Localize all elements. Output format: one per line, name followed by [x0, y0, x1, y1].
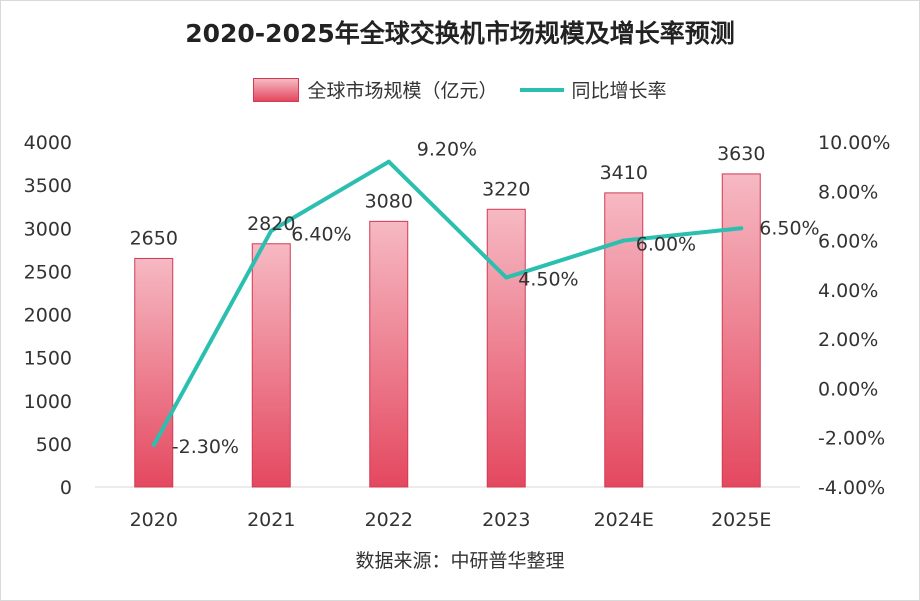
y-left-tick-label: 2000: [24, 305, 72, 327]
y-right-tick-label: -4.00%: [818, 477, 885, 499]
bar-value-label: 3220: [482, 178, 530, 200]
x-tick-label: 2024E: [594, 509, 654, 531]
y-right-tick-label: 0.00%: [818, 378, 878, 400]
bar-2025E: [721, 173, 761, 488]
bar-value-label: 3080: [365, 190, 413, 212]
data-source-note: 数据来源：中研普华整理: [355, 550, 565, 572]
growth-rate-label: 4.50%: [518, 269, 578, 291]
growth-rate-label: -2.30%: [172, 436, 239, 458]
growth-rate-point: [621, 238, 626, 243]
bar-value-label: 2820: [247, 213, 295, 235]
growth-rate-point: [386, 159, 391, 164]
legend-line-swatch: [519, 87, 564, 92]
bar-2022: [369, 220, 409, 488]
x-tick-label: 2023: [482, 509, 530, 531]
growth-rate-label: 6.50%: [759, 217, 819, 239]
legend-bar-swatch: [253, 77, 300, 102]
y-right-tick-label: 8.00%: [818, 181, 878, 203]
x-tick-label: 2021: [247, 509, 295, 531]
growth-rate-point: [151, 443, 156, 448]
y-right-tick-label: 4.00%: [818, 280, 878, 302]
y-left-tick-label: 3000: [24, 218, 72, 240]
legend-bar-label: 全球市场规模（亿元）: [307, 80, 498, 102]
y-right-tick-label: 2.00%: [818, 329, 878, 351]
bar-value-label: 3630: [717, 143, 765, 165]
y-left-tick-label: 1000: [24, 391, 72, 413]
bar-2021: [251, 243, 291, 488]
growth-rate-label: 6.40%: [291, 224, 351, 246]
y-left-tick-label: 1500: [24, 348, 72, 370]
growth-rate-label: 6.00%: [636, 234, 696, 256]
y-left-tick-label: 3500: [24, 175, 72, 197]
legend-line-label: 同比增长率: [571, 80, 667, 102]
chart-title: 2020-2025年全球交换机市场规模及增长率预测: [185, 19, 735, 48]
x-tick-label: 2022: [365, 509, 413, 531]
growth-rate-label: 9.20%: [417, 139, 477, 161]
x-tick-label: 2025E: [711, 509, 771, 531]
y-left-tick-label: 2500: [24, 261, 72, 283]
y-left-tick-label: 500: [36, 434, 72, 456]
y-left-tick-label: 4000: [24, 132, 72, 154]
y-right-tick-label: -2.00%: [818, 428, 885, 450]
y-right-tick-label: 10.00%: [818, 132, 890, 154]
chart-legend: 全球市场规模（亿元） 同比增长率: [0, 76, 920, 103]
growth-rate-point: [269, 228, 274, 233]
x-tick-label: 2020: [130, 509, 178, 531]
bar-value-label: 2650: [130, 227, 178, 249]
growth-rate-point: [739, 226, 744, 231]
y-left-tick-label: 0: [60, 477, 72, 499]
bar-2023: [486, 208, 526, 488]
bar-2020: [134, 257, 174, 488]
y-right-tick-label: 6.00%: [818, 231, 878, 253]
growth-rate-point: [504, 275, 509, 280]
bar-value-label: 3410: [600, 162, 648, 184]
growth-rate-line: [151, 159, 742, 447]
